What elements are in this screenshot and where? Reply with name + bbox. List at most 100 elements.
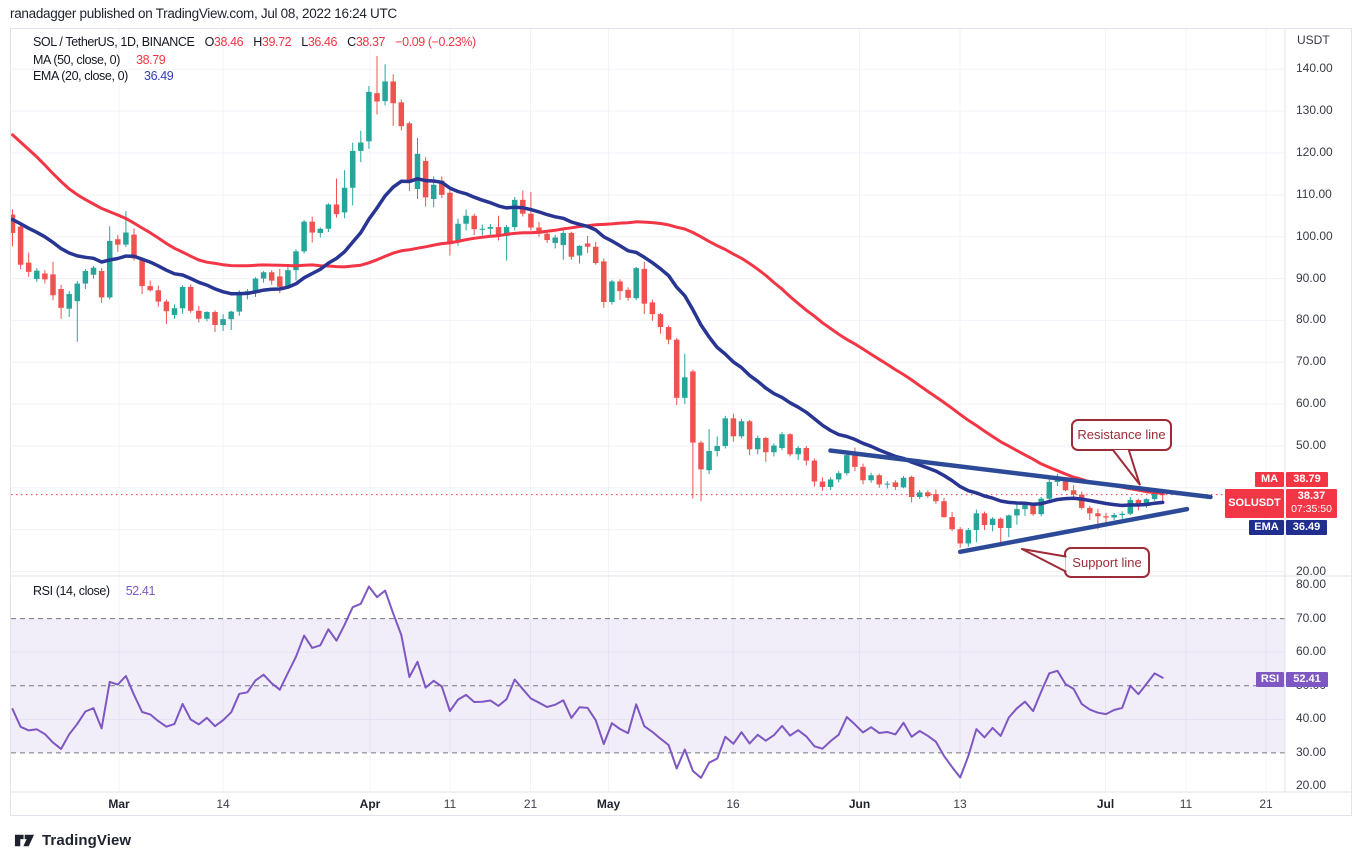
price-tick-label: 20.00 — [1296, 563, 1327, 578]
time-axis-label-21: 21 — [1259, 797, 1273, 811]
tradingview-footer[interactable]: TradingView — [14, 830, 131, 851]
candle-body — [528, 213, 534, 228]
rsi-label[interactable]: RSI (14, close) — [33, 584, 110, 598]
ma-price-badge-value: 38.79 — [1286, 471, 1328, 487]
rsi-line[interactable] — [11, 585, 1164, 779]
chart-canvas[interactable] — [11, 29, 1351, 815]
candlesticks[interactable] — [11, 55, 1166, 548]
time-axis-label-14: 14 — [216, 797, 230, 811]
legend-ma-row: MA (50, close, 0) 38.79 — [33, 52, 166, 67]
candle-body — [730, 418, 737, 437]
legend-symbol-row: SOL / TetherUS, 1D, BINANCE O38.46 H39.7… — [33, 35, 476, 49]
candle-body — [163, 301, 170, 312]
candle-body — [860, 466, 866, 481]
candle-body — [673, 339, 680, 398]
candle-body — [1127, 499, 1134, 514]
resistance-trendline[interactable] — [828, 448, 1213, 500]
price-tick-label: 120.00 — [1296, 145, 1333, 159]
rsi-tick-label: 60.00 — [1296, 644, 1327, 659]
candle-body — [641, 268, 648, 304]
candle-body — [536, 227, 542, 234]
candle-body — [74, 283, 81, 302]
rsi-band — [11, 618, 1285, 753]
candle-body — [771, 445, 777, 453]
ema20-line[interactable] — [11, 177, 1165, 508]
candle-body — [179, 286, 186, 309]
candle-body — [123, 232, 129, 245]
candle-body — [795, 448, 801, 455]
gridlines — [11, 29, 1285, 792]
candle-body — [439, 180, 445, 195]
change-value: −0.09 (−0.23%) — [395, 35, 476, 49]
candle-body — [973, 513, 980, 531]
candle-body — [1030, 504, 1036, 515]
chart-frame — [10, 28, 1352, 816]
candle-body — [317, 228, 324, 233]
candle-body — [916, 492, 923, 498]
candle-body — [746, 421, 753, 450]
candle-body — [309, 221, 315, 233]
candle-body — [406, 123, 413, 183]
solusdt-badge-countdown: 07:35:50 — [1291, 503, 1332, 516]
candle-body — [997, 518, 1004, 528]
time-axis-label-jun: Jun — [848, 797, 871, 811]
legend-rsi-row: RSI (14, close) 52.41 — [33, 584, 155, 598]
candle-body — [479, 228, 486, 230]
time-axis-label-11: 11 — [1179, 797, 1193, 811]
candle-body — [1014, 509, 1020, 516]
candle-body — [50, 274, 56, 296]
support-callout[interactable]: Support line — [1064, 546, 1150, 578]
candle-body — [1078, 494, 1085, 508]
candle-body — [503, 227, 510, 236]
candle-body — [106, 240, 113, 298]
tradingview-logo-text: TradingView — [42, 832, 132, 849]
candle-body — [592, 246, 599, 264]
candle-body — [366, 91, 372, 142]
candle-body — [827, 479, 834, 487]
candle-body — [285, 270, 291, 287]
candle-body — [1103, 516, 1109, 518]
time-axis-label-13: 13 — [953, 797, 967, 811]
candle-body — [301, 221, 307, 252]
support-trendline[interactable] — [957, 506, 1190, 555]
candle-body — [933, 494, 939, 502]
candle-body — [617, 281, 623, 292]
rsi-tick-label: 40.00 — [1296, 711, 1327, 726]
ma-label[interactable]: MA (50, close, 0) — [33, 52, 120, 67]
candle-body — [568, 232, 575, 257]
candle-body — [609, 281, 615, 302]
candle-body — [1006, 515, 1012, 528]
legend-ema-row: EMA (20, close, 0) 36.49 — [33, 69, 174, 83]
candle-body — [957, 529, 963, 544]
candle-body — [268, 272, 275, 281]
candle-body — [349, 150, 356, 188]
candle-body — [1054, 479, 1061, 482]
time-axis-label-apr: Apr — [359, 797, 381, 811]
candle-body — [58, 289, 64, 308]
price-tick-label: 80.00 — [1296, 312, 1327, 327]
candle-body — [66, 294, 72, 309]
candle-body — [495, 227, 502, 236]
candle-body — [584, 243, 591, 247]
rsi-tick-label: 20.00 — [1296, 778, 1327, 793]
candle-body — [293, 251, 299, 271]
candle-body — [763, 437, 769, 453]
candle-body — [139, 259, 145, 287]
ema-label[interactable]: EMA (20, close, 0) — [33, 69, 128, 83]
candle-body — [90, 267, 97, 275]
candle-body — [374, 93, 380, 102]
candle-body — [965, 530, 972, 544]
ohlc-close: C38.37 — [347, 35, 386, 49]
price-tick-label: 60.00 — [1296, 396, 1327, 411]
ma50-line[interactable] — [11, 133, 1165, 496]
rsi-pane-badge-value: 52.41 — [1286, 671, 1328, 687]
candle-body — [649, 302, 656, 315]
candle-body — [1143, 499, 1150, 506]
candle-body — [115, 239, 121, 245]
candle-body — [455, 223, 461, 241]
candle-body — [900, 477, 907, 488]
candle-body — [131, 234, 137, 259]
solusdt-badge-price: 38.37 — [1297, 490, 1326, 503]
symbol-title[interactable]: SOL / TetherUS, 1D, BINANCE — [33, 35, 195, 49]
candle-body — [819, 481, 826, 487]
